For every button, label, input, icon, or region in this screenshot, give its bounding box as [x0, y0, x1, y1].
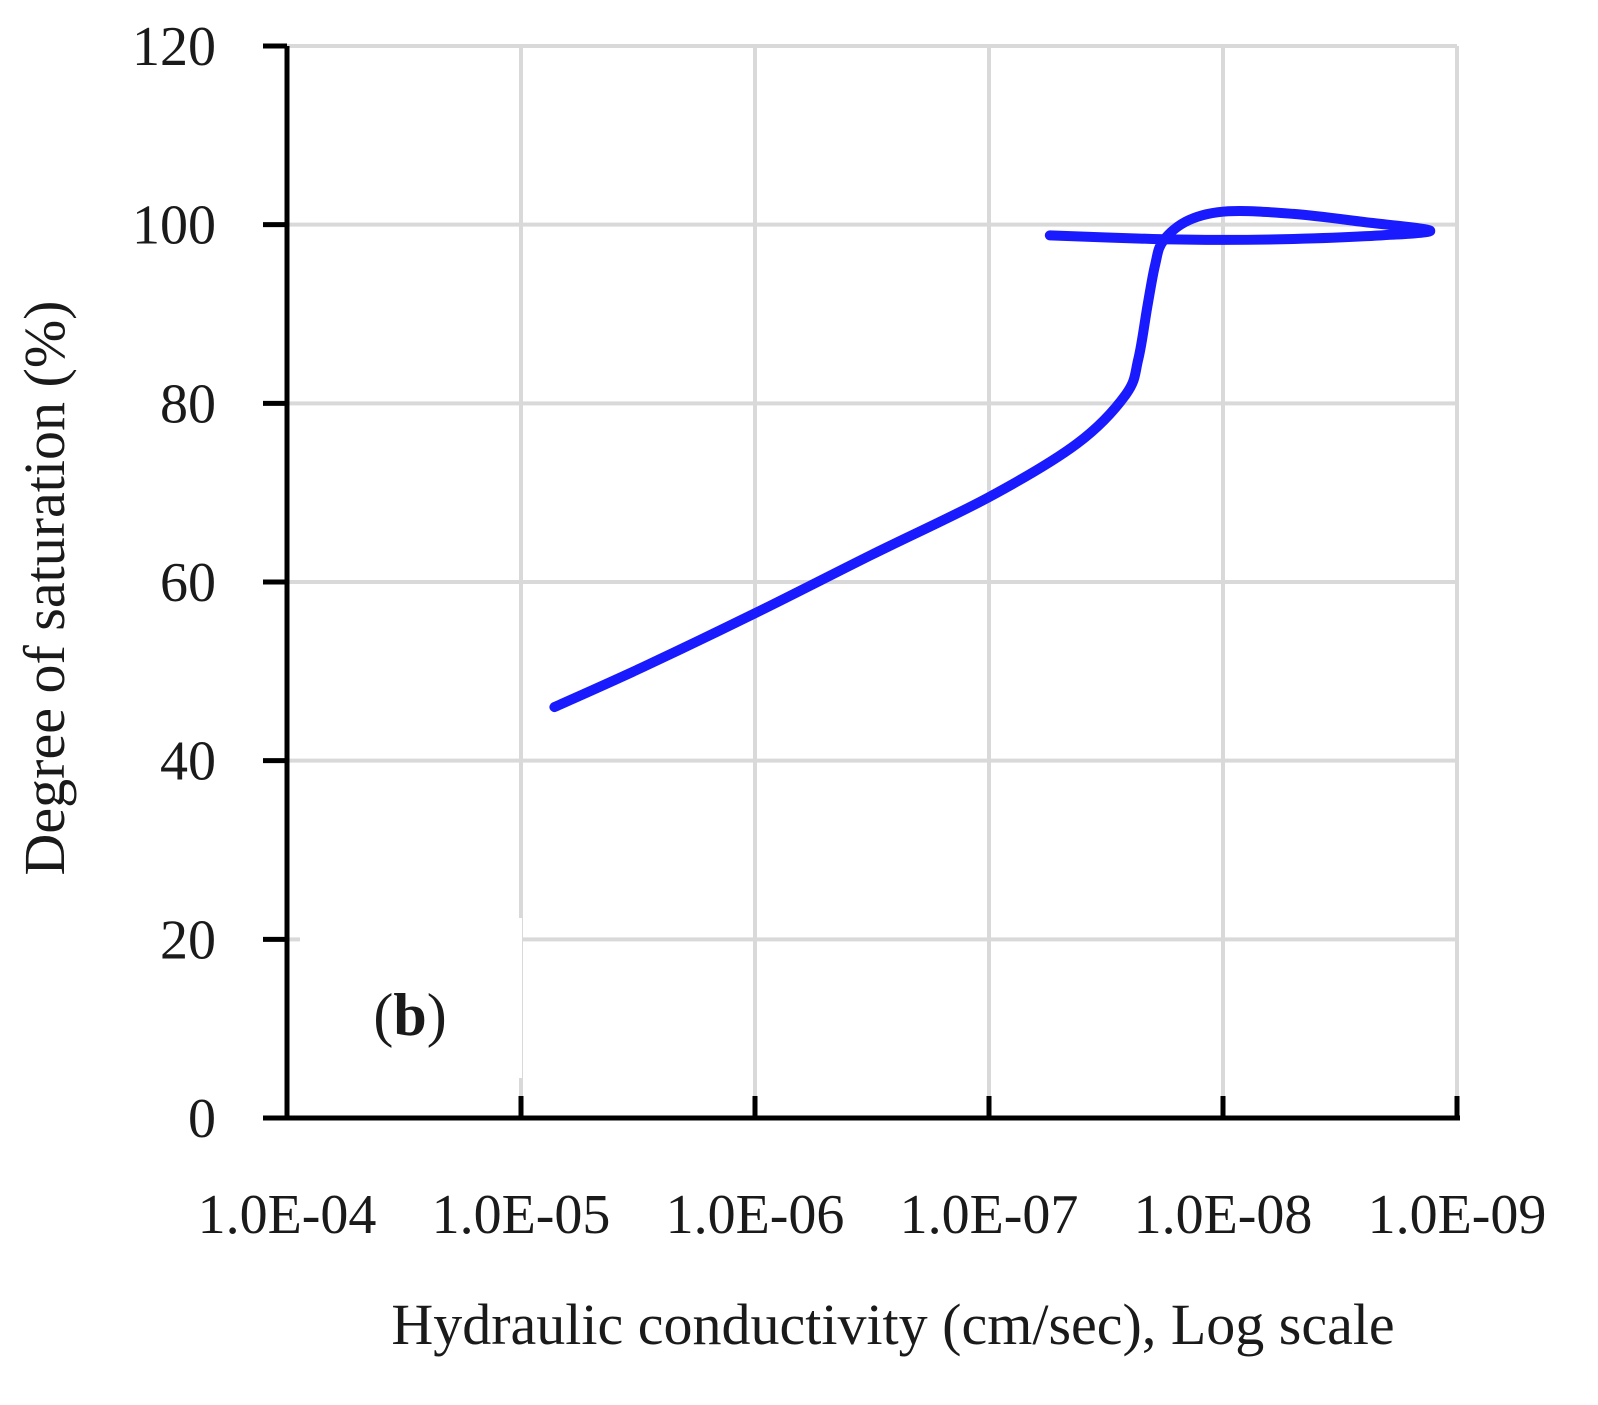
grid	[287, 44, 1459, 1118]
ticks: 0 20 40 60 80 100 120 1.0E-04 1.0E-05 1.0E-06 1.0E…	[132, 16, 1546, 1246]
y-tick-label: 0	[188, 1088, 216, 1150]
y-tick-label: 120	[132, 16, 216, 78]
panel-label-box	[300, 918, 522, 1078]
y-tick-label: 100	[132, 195, 216, 257]
x-tick-label: 1.0E-07	[900, 1184, 1079, 1246]
y-axis-title: Degree of saturation (%)	[12, 301, 77, 876]
x-tick-label: 1.0E-06	[666, 1184, 845, 1246]
series-line	[549, 205, 1436, 713]
y-tick-label: 40	[160, 731, 216, 793]
plot-area	[549, 205, 1436, 713]
x-axis-title: Hydraulic conductivity (cm/sec), Log sca…	[391, 1292, 1394, 1357]
y-tick-label: 60	[160, 552, 216, 614]
y-tick-label: 20	[160, 909, 216, 971]
panel-label-background	[300, 918, 522, 1078]
panel-label-letter: b	[393, 982, 426, 1048]
x-tick-label: 1.0E-04	[198, 1184, 377, 1246]
panel-label-open: (	[373, 982, 393, 1048]
x-tick-label: 1.0E-09	[1368, 1184, 1547, 1246]
x-tick-label: 1.0E-08	[1134, 1184, 1313, 1246]
panel-label: (b)	[373, 982, 446, 1048]
y-tick-label: 80	[160, 373, 216, 435]
panel-label-close: )	[427, 982, 447, 1048]
x-tick-label: 1.0E-05	[432, 1184, 611, 1246]
